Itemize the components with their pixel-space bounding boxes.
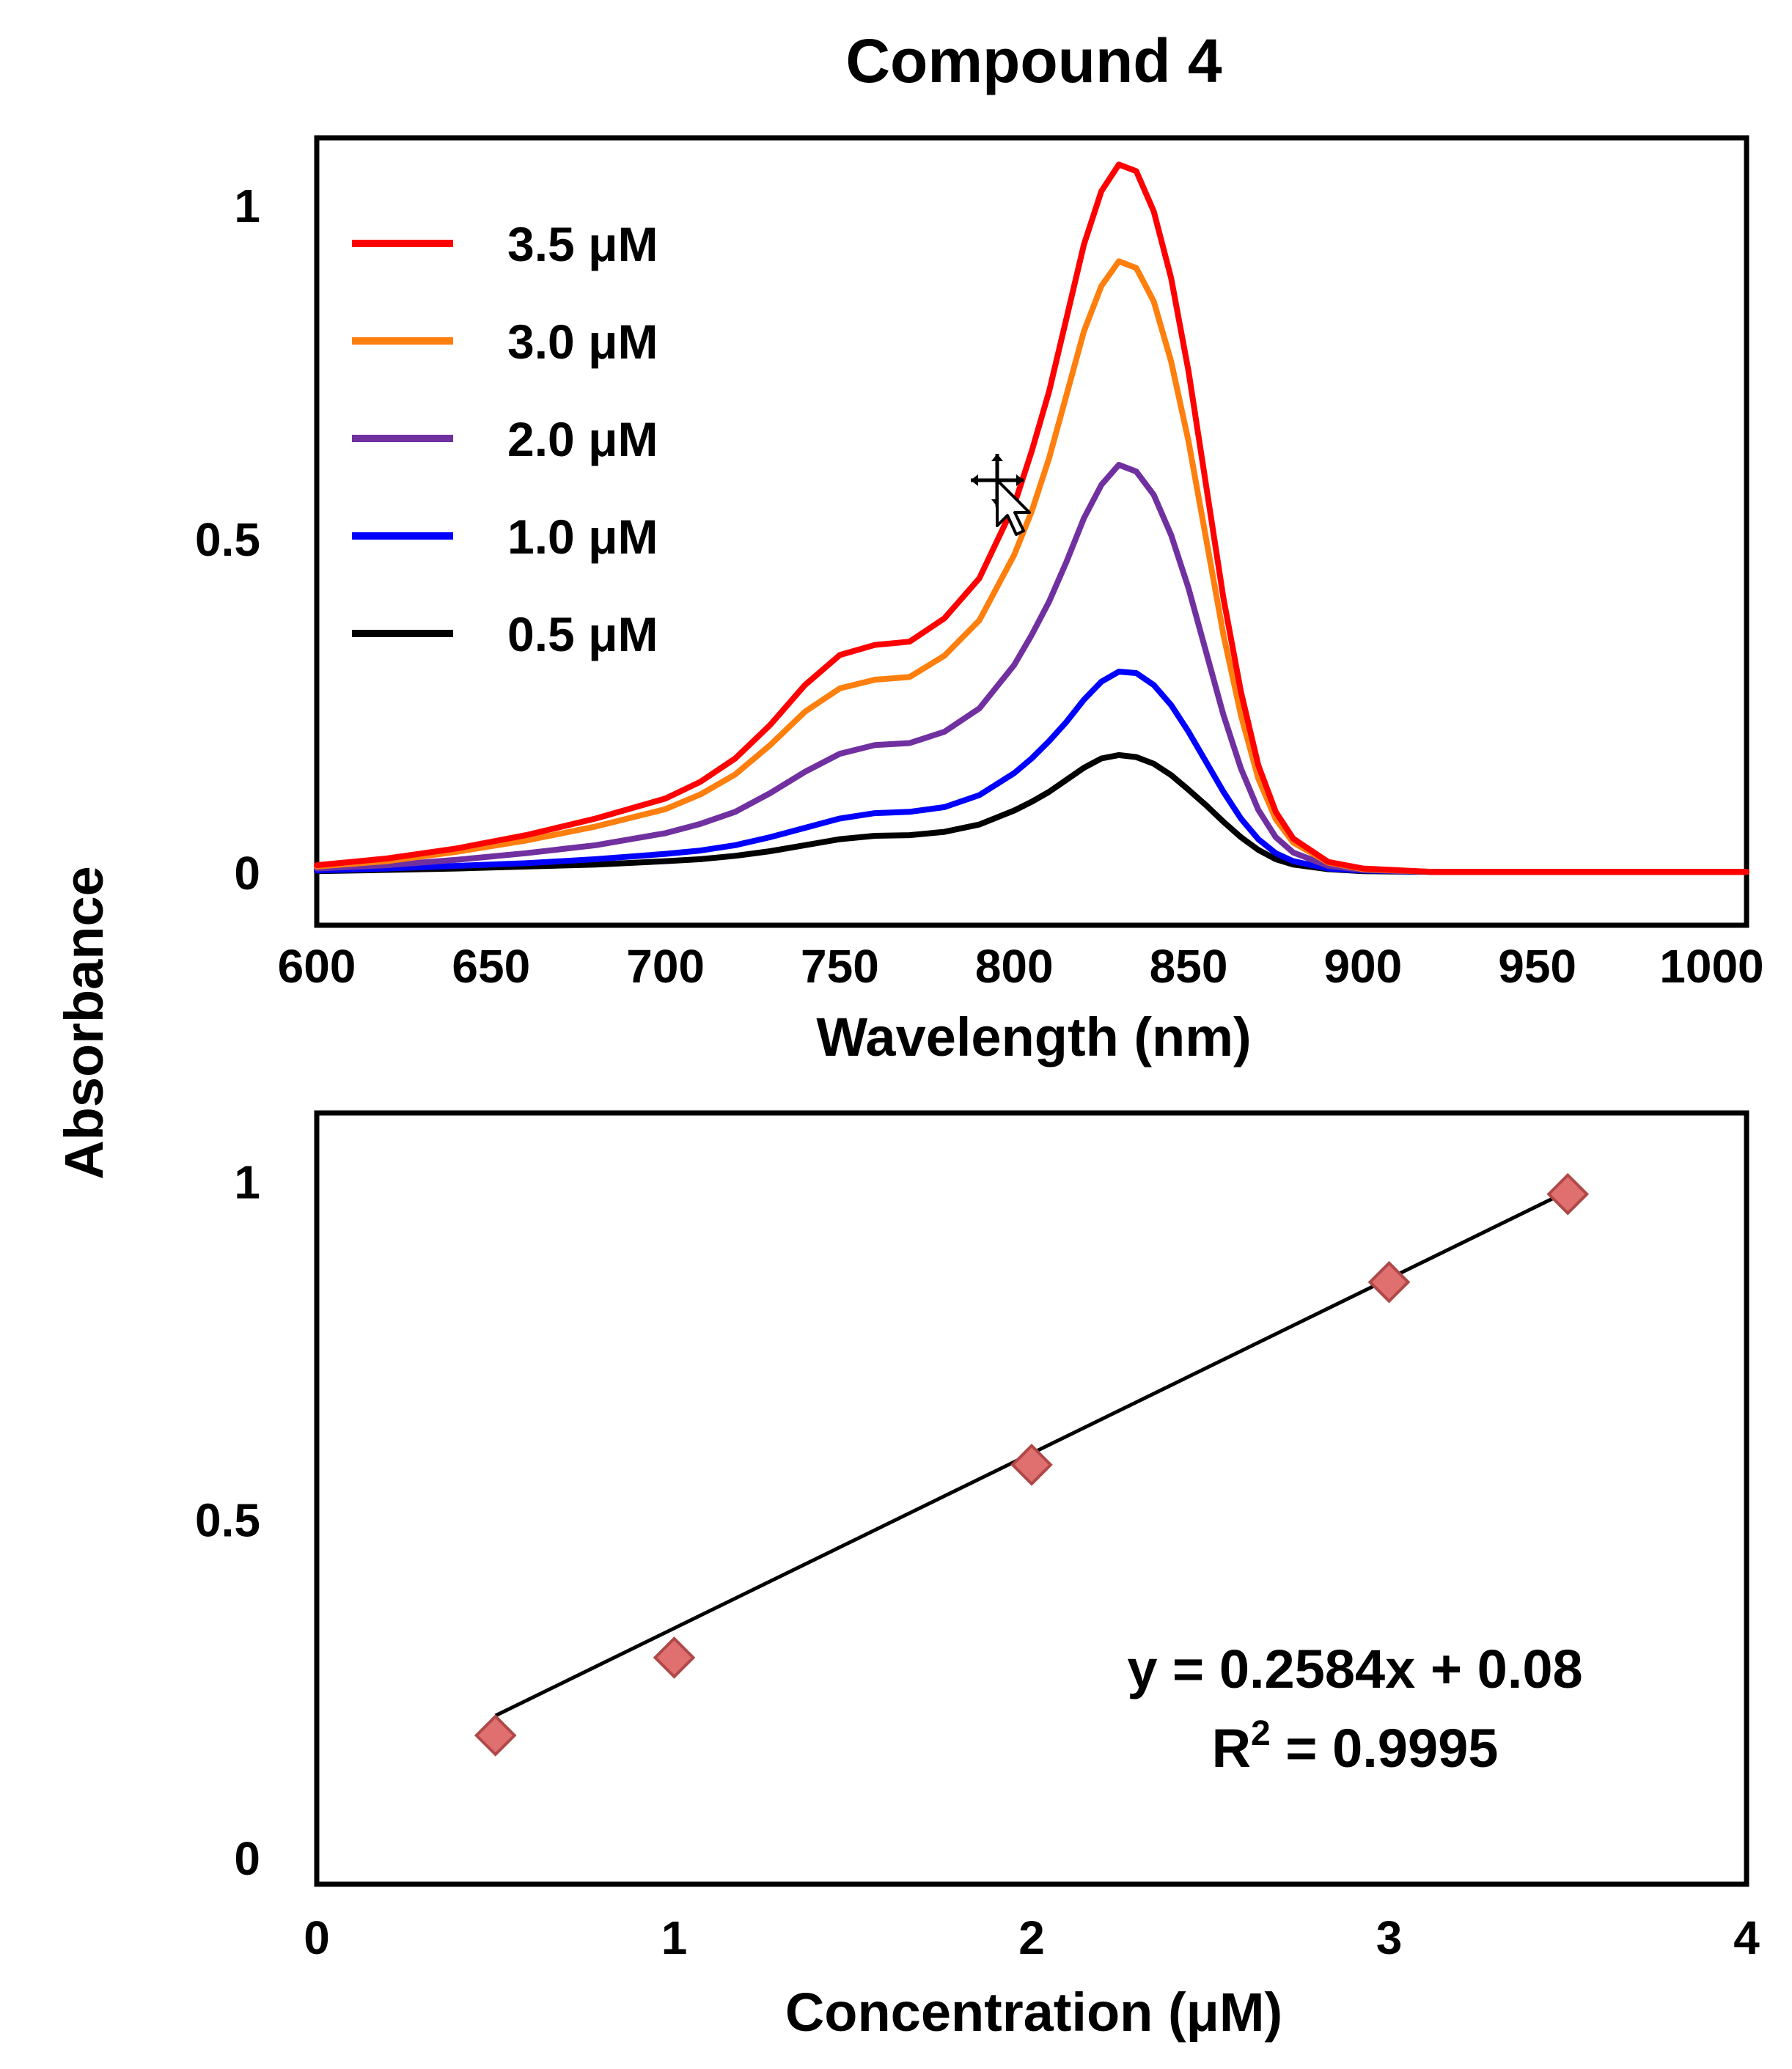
spectra-legend: 3.5 μM 3.0 μM 2.0 μM 1.0 μM 0.5 μM	[352, 217, 658, 661]
calibration-x-tick-3: 3	[1376, 1911, 1403, 1964]
calibration-y-ticks: 00.51	[195, 1155, 260, 1885]
spectra-x-tick-2: 700	[626, 940, 705, 993]
calibration-x-ticks: 0 1 2 3 4	[304, 1911, 1760, 1964]
calibration-point-4	[1546, 1172, 1590, 1216]
calibration-points	[474, 1172, 1590, 1757]
shared-y-axis-label: Absorbance	[54, 866, 114, 1180]
calibration-r-squared: R2 = 0.9995	[1212, 1714, 1499, 1779]
calibration-x-axis-label: Concentration (μM)	[785, 1982, 1282, 2043]
spectra-y-ticks: 00.51	[195, 180, 260, 900]
calibration-point-3	[1367, 1260, 1411, 1304]
calibration-x-tick-2: 2	[1018, 1911, 1045, 1964]
spectra-curves	[314, 161, 1749, 875]
spectra-x-tick-1: 650	[452, 940, 530, 993]
calibration-x-tick-4: 4	[1733, 1911, 1760, 1964]
calibration-x-tick-0: 0	[304, 1911, 330, 1964]
move-cursor-icon	[971, 454, 1031, 536]
calibration-point-0	[474, 1714, 517, 1757]
spectra-x-tick-0: 600	[278, 940, 356, 993]
spectra-x-tick-3: 750	[801, 940, 879, 993]
calibration-y-tick-1: 0.5	[195, 1494, 260, 1547]
spectra-y-tick-0: 0	[234, 847, 260, 900]
spectra-x-tick-6: 900	[1323, 940, 1402, 993]
spectra-x-tick-8: 1000	[1659, 940, 1763, 993]
spectra-chart: 3.5 μM3.0 μM2.0 μM1.0 μM0.5 μM 00.51 600…	[195, 135, 1764, 1067]
calibration-point-2	[1010, 1444, 1053, 1486]
spectra-x-tick-4: 800	[975, 940, 1054, 993]
calibration-y-tick-2: 1	[234, 1155, 260, 1208]
legend-label-0: 3.5 μM	[507, 217, 658, 271]
calibration-point-1	[653, 1636, 696, 1679]
legend-label-4: 0.5 μM	[507, 607, 658, 661]
spectra-x-tick-5: 850	[1150, 940, 1228, 993]
spectra-y-tick-1: 0.5	[195, 513, 260, 566]
calibration-equation: y = 0.2584x + 0.08	[1127, 1639, 1582, 1699]
calibration-x-tick-1: 1	[661, 1911, 688, 1964]
spectra-x-ticks: 600 650 700 750 800 850 900 950 1000	[278, 940, 1764, 993]
spectra-x-tick-7: 950	[1498, 940, 1576, 993]
calibration-y-tick-0: 0	[234, 1832, 260, 1885]
spectra-y-tick-2: 1	[234, 180, 260, 232]
legend-label-3: 1.0 μM	[507, 510, 658, 564]
spectra-plot-frame	[314, 135, 1749, 928]
legend-label-1: 3.0 μM	[507, 315, 658, 369]
spectra-x-axis-label: Wavelength (nm)	[816, 1007, 1251, 1067]
legend-label-2: 2.0 μM	[507, 412, 658, 466]
figure-title: Compound 4	[845, 26, 1222, 95]
series-line-0	[314, 161, 1749, 875]
calibration-plot-frame	[314, 1110, 1749, 1887]
